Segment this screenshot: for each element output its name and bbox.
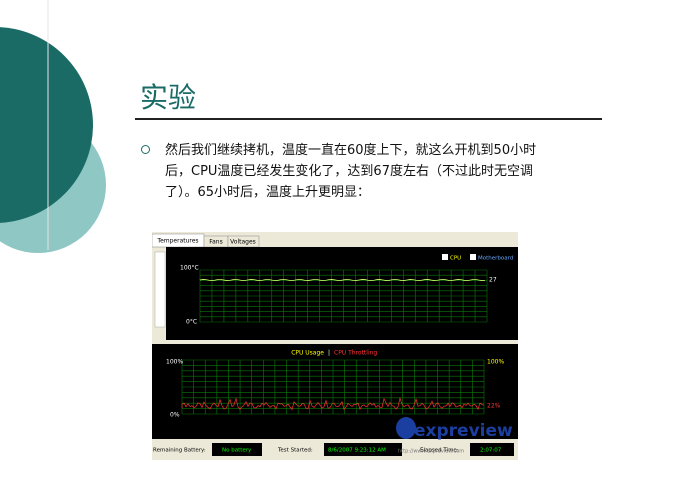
current-value: 22% bbox=[487, 403, 501, 410]
text-line: 后，CPU温度已经发生变化了，达到67度左右（不过此时无空调 bbox=[165, 164, 533, 179]
axis-label: 0°C bbox=[186, 319, 197, 326]
status-label: Remaining Battery: bbox=[153, 448, 206, 454]
bullet-text: 然后我们继续拷机，温度一直在60度上下，就这么开机到50小时 后，CPU温度已经… bbox=[165, 140, 536, 203]
current-value: 27 bbox=[489, 277, 497, 284]
legend-entry: CPU bbox=[450, 256, 461, 262]
watermark: expreview bbox=[414, 421, 513, 441]
tab-label: Voltages bbox=[230, 239, 256, 246]
bullet-marker bbox=[141, 145, 150, 154]
legend-entry: CPU Throttling bbox=[334, 350, 377, 357]
legend-separator: | bbox=[328, 350, 330, 357]
slide-title: 实验 bbox=[140, 81, 197, 114]
throttling-trace bbox=[181, 396, 485, 411]
status-label: Test Started: bbox=[277, 448, 313, 454]
axis-label: 100% bbox=[166, 359, 183, 366]
text-line: 了）。65小时后，温度上升更明显： bbox=[165, 185, 371, 200]
status-label: Elapsed Time: bbox=[420, 448, 459, 454]
tab-label: Temperatures bbox=[156, 238, 198, 245]
legend-entry: CPU Usage bbox=[291, 350, 324, 357]
status-value: No battery bbox=[222, 448, 252, 454]
temperature-trace bbox=[199, 278, 486, 282]
legend-entry: Motherboard bbox=[478, 256, 513, 262]
axis-label: 100% bbox=[487, 359, 504, 366]
text-line: 然后我们继续拷机，温度一直在60度上下，就这么开机到50小时 bbox=[165, 143, 537, 158]
title-rule bbox=[135, 118, 602, 120]
watermark-url: http://www.expreview.com bbox=[398, 449, 464, 455]
axis-label: 100°C bbox=[180, 265, 199, 272]
decoration bbox=[0, 0, 106, 253]
status-value: 2:07:07 bbox=[480, 448, 502, 454]
tab-label: Fans bbox=[209, 239, 223, 246]
axis-label: 0% bbox=[170, 412, 180, 419]
screenshot: Temperatures Fans Voltages CPU Motherboa… bbox=[152, 232, 518, 460]
status-value: 8/6/2007 9:23:12 AM bbox=[328, 448, 386, 454]
